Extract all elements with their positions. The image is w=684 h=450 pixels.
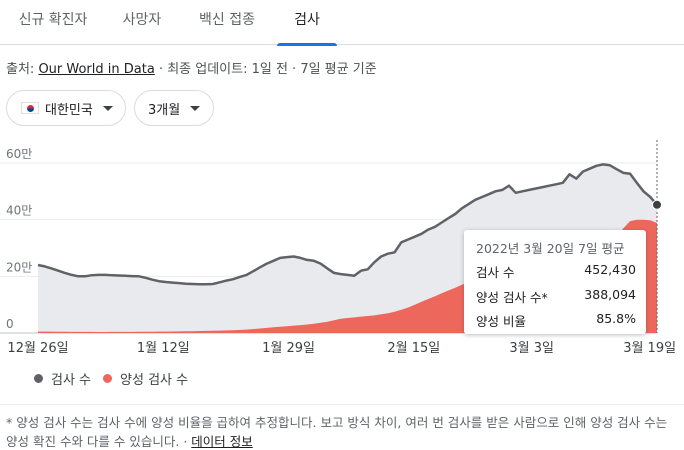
tooltip-row-tests: 검사 수 452,430 — [476, 262, 636, 280]
footnote: * 양성 검사 수는 검사 수에 양성 비율을 곱하여 추정합니다. 보고 방식… — [6, 413, 678, 450]
tooltip-date: 2022년 3월 20일 7일 평균 — [476, 241, 625, 256]
tooltip-row-positive-rate: 양성 비율 85.8% — [476, 311, 636, 329]
tooltip-label: 양성 검사 수* — [476, 290, 548, 305]
korea-flag-icon — [21, 102, 39, 114]
tooltip-row-positive-tests: 양성 검사 수* 388,094 — [476, 287, 636, 305]
legend-label: 검사 수 — [51, 373, 92, 388]
y-tick-label: 40만 — [6, 204, 32, 218]
x-tick-label: 1월 12일 — [137, 341, 190, 356]
source-link[interactable]: Our World in Data — [38, 62, 155, 77]
country-dropdown[interactable]: 대한민국 — [6, 90, 126, 126]
tooltip-value: 388,094 — [584, 287, 636, 302]
chart-tooltip: 2022년 3월 20일 7일 평균 검사 수 452,430 양성 검사 수*… — [464, 230, 646, 334]
x-tick-label: 3월 19일 — [623, 341, 676, 356]
source-suffix: · 최종 업데이트: 1일 전 · 7일 평균 기준 — [154, 62, 377, 77]
tooltip-value: 85.8% — [596, 311, 636, 326]
legend-label: 양성 검사 수 — [120, 373, 189, 388]
chart-legend: 검사 수 양성 검사 수 — [34, 369, 200, 388]
tab-vaccinations[interactable]: 백신 접종 — [199, 12, 255, 28]
footnote-separator: · — [179, 434, 192, 449]
data-info-link[interactable]: 데이터 정보 — [191, 434, 253, 449]
y-tick-label: 60만 — [6, 147, 32, 161]
tab-new-cases[interactable]: 신규 확진자 — [18, 12, 88, 28]
tab-tests[interactable]: 검사 — [277, 0, 337, 46]
country-label: 대한민국 — [45, 102, 93, 118]
tab-bar: 신규 확진자 사망자 백신 접종 검사 — [0, 0, 684, 46]
tooltip-label: 양성 비율 — [476, 314, 526, 329]
tab-deaths[interactable]: 사망자 — [122, 12, 162, 28]
legend-item-tests: 검사 수 — [34, 369, 91, 388]
period-label: 3개월 — [148, 102, 181, 118]
divider — [0, 404, 684, 405]
series-line-tests — [37, 163, 658, 286]
x-tick-label: 2월 15일 — [387, 341, 440, 356]
hover-point — [652, 199, 662, 210]
dropdown-caret-icon — [190, 105, 201, 111]
source-line: 출처: Our World in Data · 최종 업데이트: 1일 전 · … — [6, 58, 377, 77]
legend-dot-tests — [34, 374, 43, 383]
x-tick-label: 1월 29일 — [262, 341, 315, 356]
x-tick-label: 3월 3일 — [509, 341, 554, 356]
legend-dot-positive-tests — [103, 374, 113, 383]
legend-item-positive-tests: 양성 검사 수 — [103, 369, 188, 388]
period-dropdown[interactable]: 3개월 — [134, 90, 214, 126]
x-tick-label: 12월 26일 — [7, 341, 68, 356]
y-tick-label: 20만 — [6, 260, 32, 274]
tooltip-value: 452,430 — [584, 262, 636, 277]
tooltip-label: 검사 수 — [476, 265, 515, 280]
footnote-text: * 양성 검사 수는 검사 수에 양성 비율을 곱하여 추정합니다. 보고 방식… — [6, 415, 668, 449]
y-tick-label: 0 — [6, 317, 14, 331]
source-prefix: 출처: — [6, 62, 39, 77]
dropdown-caret-icon — [102, 105, 113, 111]
